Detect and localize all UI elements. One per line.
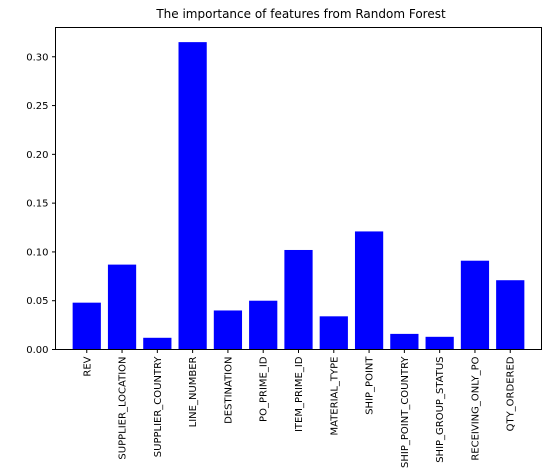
bar-supplier-country: [143, 337, 172, 350]
bar-po-prime-id: [249, 300, 278, 350]
x-tick-label: QTY_ORDERED: [506, 356, 517, 431]
plot-frame: [55, 27, 542, 350]
y-tick-label: 0.00: [26, 345, 48, 356]
bar-receiving-only-po: [460, 260, 490, 350]
x-tick-label: ITEM_PRIME_ID: [294, 356, 305, 432]
bar-material-type: [319, 316, 348, 350]
x-tick-label: LINE_NUMBER: [188, 356, 199, 427]
y-axis: 0.00 0.05 0.10 0.15 0.20 0.25 0.30: [26, 52, 56, 356]
x-tick-label: PO_PRIME_ID: [259, 356, 270, 422]
bar-ship-point-country: [390, 333, 419, 350]
x-tick-label: REV: [82, 356, 93, 376]
y-tick-label: 0.15: [26, 199, 48, 210]
x-tick-label: SUPPLIER_COUNTRY: [153, 356, 164, 458]
x-tick-label: SHIP_POINT: [365, 356, 376, 415]
y-tick-label: 0.25: [26, 101, 48, 112]
bar-item-prime-id: [284, 249, 313, 350]
y-tick-label: 0.20: [26, 150, 48, 161]
bars-group: [72, 42, 525, 350]
y-tick-label: 0.10: [26, 247, 48, 258]
x-tick-label: SHIP_POINT_COUNTRY: [400, 356, 411, 468]
y-tick-label: 0.30: [26, 52, 48, 63]
bar-destination: [213, 310, 243, 350]
x-tick-label: RECEIVING_ONLY_PO: [470, 356, 481, 460]
x-tick-label: SUPPLIER_LOCATION: [118, 357, 129, 460]
bar-supplier-location: [107, 264, 137, 350]
x-axis: REV SUPPLIER_LOCATION SUPPLIER_COUNTRY LINE…: [82, 349, 517, 468]
bar-line-number: [178, 42, 207, 350]
x-tick-label: DESTINATION: [223, 357, 234, 424]
bar-ship-point: [354, 231, 384, 350]
y-tick-label: 0.05: [26, 296, 48, 307]
bar-ship-group-status: [425, 336, 454, 350]
bar-rev: [72, 302, 101, 350]
x-tick-label: MATERIAL_TYPE: [329, 357, 340, 436]
chart-title: The importance of features from Random F…: [155, 7, 446, 21]
bar-qty-ordered: [496, 280, 525, 350]
x-tick-label: SHIP_GROUP_STATUS: [435, 357, 446, 463]
